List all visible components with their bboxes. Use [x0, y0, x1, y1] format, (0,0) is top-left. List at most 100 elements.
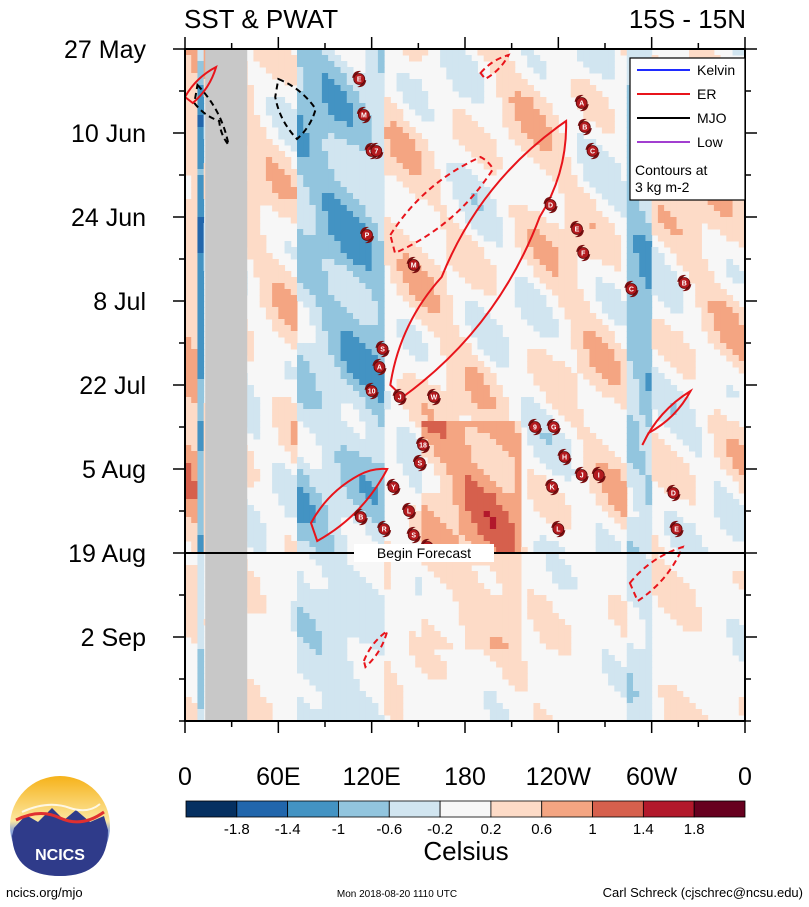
- anomaly-cell: [303, 235, 310, 242]
- anomaly-cell: [402, 235, 410, 242]
- anomaly-cell: [278, 295, 286, 302]
- anomaly-cell: [384, 145, 391, 152]
- anomaly-cell: [471, 469, 478, 476]
- anomaly-cell: [527, 97, 534, 104]
- anomaly-cell: [409, 289, 416, 296]
- anomaly-cell: [552, 517, 559, 524]
- anomaly-cell: [651, 283, 659, 290]
- anomaly-cell: [577, 91, 584, 98]
- anomaly-cell: [689, 211, 696, 218]
- anomaly-cell: [720, 199, 727, 206]
- anomaly-cell: [539, 157, 547, 164]
- anomaly-cell: [446, 373, 454, 380]
- anomaly-cell: [396, 139, 404, 146]
- anomaly-cell: [471, 535, 478, 542]
- anomaly-cell: [514, 121, 522, 128]
- anomaly-cell: [564, 463, 572, 470]
- anomaly-cell: [483, 49, 491, 56]
- anomaly-cell: [191, 337, 198, 344]
- anomaly-cell: [427, 199, 435, 206]
- anomaly-cell: [309, 145, 317, 152]
- anomaly-cell: [564, 283, 572, 290]
- anomaly-cell: [328, 97, 335, 104]
- anomaly-cell: [570, 409, 578, 416]
- anomaly-cell: [371, 199, 379, 206]
- anomaly-cell: [458, 85, 466, 92]
- anomaly-cell: [452, 451, 460, 458]
- anomaly-cell: [558, 301, 566, 308]
- anomaly-cell: [415, 49, 422, 56]
- anomaly-cell: [340, 349, 348, 356]
- anomaly-cell: [595, 529, 603, 536]
- anomaly-cell: [645, 523, 653, 530]
- anomaly-cell: [421, 307, 429, 314]
- anomaly-cell: [191, 487, 198, 494]
- anomaly-cell: [396, 433, 404, 440]
- anomaly-cell: [545, 511, 553, 518]
- anomaly-cell: [545, 127, 553, 134]
- anomaly-cell: [384, 109, 391, 116]
- anomaly-cell: [321, 451, 329, 458]
- anomaly-cell: [645, 283, 653, 290]
- anomaly-cell: [409, 187, 416, 194]
- anomaly-cell: [353, 127, 360, 134]
- anomaly-cell: [620, 199, 628, 206]
- anomaly-cell: [321, 409, 329, 416]
- anomaly-cell: [614, 505, 622, 512]
- anomaly-cell: [682, 343, 690, 350]
- anomaly-cell: [340, 535, 348, 542]
- anomaly-cell: [695, 265, 702, 272]
- anomaly-cell: [272, 307, 279, 314]
- anomaly-cell: [440, 439, 447, 446]
- anomaly-cell: [570, 385, 578, 392]
- anomaly-cell: [315, 427, 323, 434]
- anomaly-cell: [315, 139, 323, 146]
- anomaly-cell: [645, 271, 653, 278]
- anomaly-cell: [191, 211, 198, 218]
- anomaly-cell: [601, 55, 609, 62]
- anomaly-cell: [191, 361, 198, 368]
- anomaly-cell: [657, 271, 665, 278]
- anomaly-cell: [384, 229, 391, 236]
- anomaly-cell: [527, 409, 534, 416]
- anomaly-cell: [446, 55, 454, 62]
- anomaly-cell: [645, 511, 653, 518]
- anomaly-cell: [626, 445, 634, 452]
- anomaly-cell: [676, 211, 684, 218]
- anomaly-cell: [185, 433, 192, 440]
- anomaly-cell: [608, 175, 615, 182]
- anomaly-cell: [253, 163, 261, 170]
- anomaly-cell: [539, 451, 547, 458]
- anomaly-cell: [433, 463, 441, 470]
- anomaly-cell: [465, 463, 472, 470]
- anomaly-cell: [477, 187, 485, 194]
- anomaly-cell: [427, 295, 435, 302]
- anomaly-cell: [433, 319, 441, 326]
- anomaly-cell: [346, 163, 354, 170]
- anomaly-cell: [514, 421, 522, 428]
- anomaly-cell: [290, 493, 298, 500]
- anomaly-cell: [645, 337, 653, 344]
- anomaly-cell: [471, 373, 478, 380]
- anomaly-cell: [365, 415, 373, 422]
- anomaly-cell: [471, 517, 478, 524]
- anomaly-cell: [321, 529, 329, 536]
- anomaly-cell: [626, 307, 634, 314]
- anomaly-cell: [409, 181, 416, 188]
- anomaly-cell: [297, 115, 304, 122]
- anomaly-cell: [583, 157, 590, 164]
- anomaly-cell: [452, 325, 460, 332]
- anomaly-cell: [458, 439, 466, 446]
- anomaly-cell: [601, 109, 609, 116]
- anomaly-cell: [303, 241, 310, 248]
- anomaly-cell: [315, 247, 323, 254]
- anomaly-cell: [421, 499, 429, 506]
- anomaly-cell: [595, 145, 603, 152]
- anomaly-cell: [726, 439, 734, 446]
- anomaly-cell: [489, 493, 497, 500]
- anomaly-cell: [185, 475, 192, 482]
- anomaly-cell: [340, 433, 348, 440]
- anomaly-cell: [297, 205, 304, 212]
- anomaly-cell: [309, 175, 317, 182]
- anomaly-cell: [303, 499, 310, 506]
